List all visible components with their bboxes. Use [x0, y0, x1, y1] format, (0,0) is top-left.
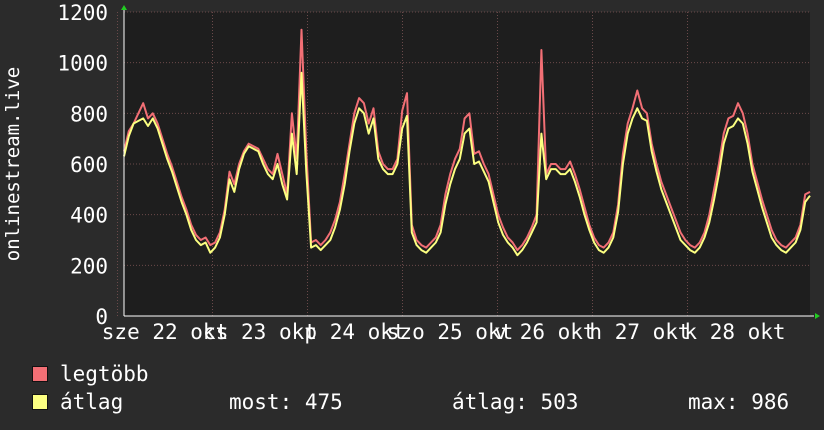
- axes: [121, 5, 820, 319]
- x-axis-arrow-icon: [815, 313, 820, 319]
- stat-now: most: 475: [229, 390, 343, 414]
- legend-item-max: legtöbb: [32, 362, 149, 386]
- x-tick-label: cs 23 okt: [203, 320, 317, 344]
- y-tick-label: 0: [95, 305, 108, 329]
- y-axis-label: onlinestream.live: [2, 67, 24, 261]
- series-layer: [123, 28, 811, 257]
- series-line-max: [123, 28, 811, 252]
- x-tick-label: p 24 okt: [304, 320, 405, 344]
- stat-average: átlag: 503: [452, 390, 579, 414]
- legend-item-avg: átlag: [32, 390, 123, 414]
- legend-swatch-avg: [32, 394, 48, 410]
- y-tick-label: 1000: [57, 52, 108, 76]
- stat-max: max: 986: [688, 390, 790, 414]
- x-tick-label: v 26 okt: [494, 320, 595, 344]
- y-tick-label: 600: [70, 153, 108, 177]
- legend-label-max: legtöbb: [60, 362, 149, 386]
- y-axis-arrow-icon: [121, 5, 127, 10]
- series-line-avg: [123, 71, 811, 257]
- legend-label-avg: átlag: [60, 390, 124, 414]
- legend-swatch-max: [32, 366, 48, 382]
- x-tick-label: h 27 okt: [589, 320, 690, 344]
- y-tick-label: 1200: [57, 1, 108, 25]
- x-tick-label: k 28 okt: [684, 320, 785, 344]
- x-tick-label: sze 22 okt: [102, 320, 228, 344]
- y-tick-label: 400: [70, 204, 108, 228]
- x-tick-label: szo 25 okt: [387, 320, 513, 344]
- y-tick-label: 200: [70, 254, 108, 278]
- y-tick-labels: 0 200 400 600 800 1000 1200: [57, 1, 108, 329]
- y-tick-label: 800: [70, 102, 108, 126]
